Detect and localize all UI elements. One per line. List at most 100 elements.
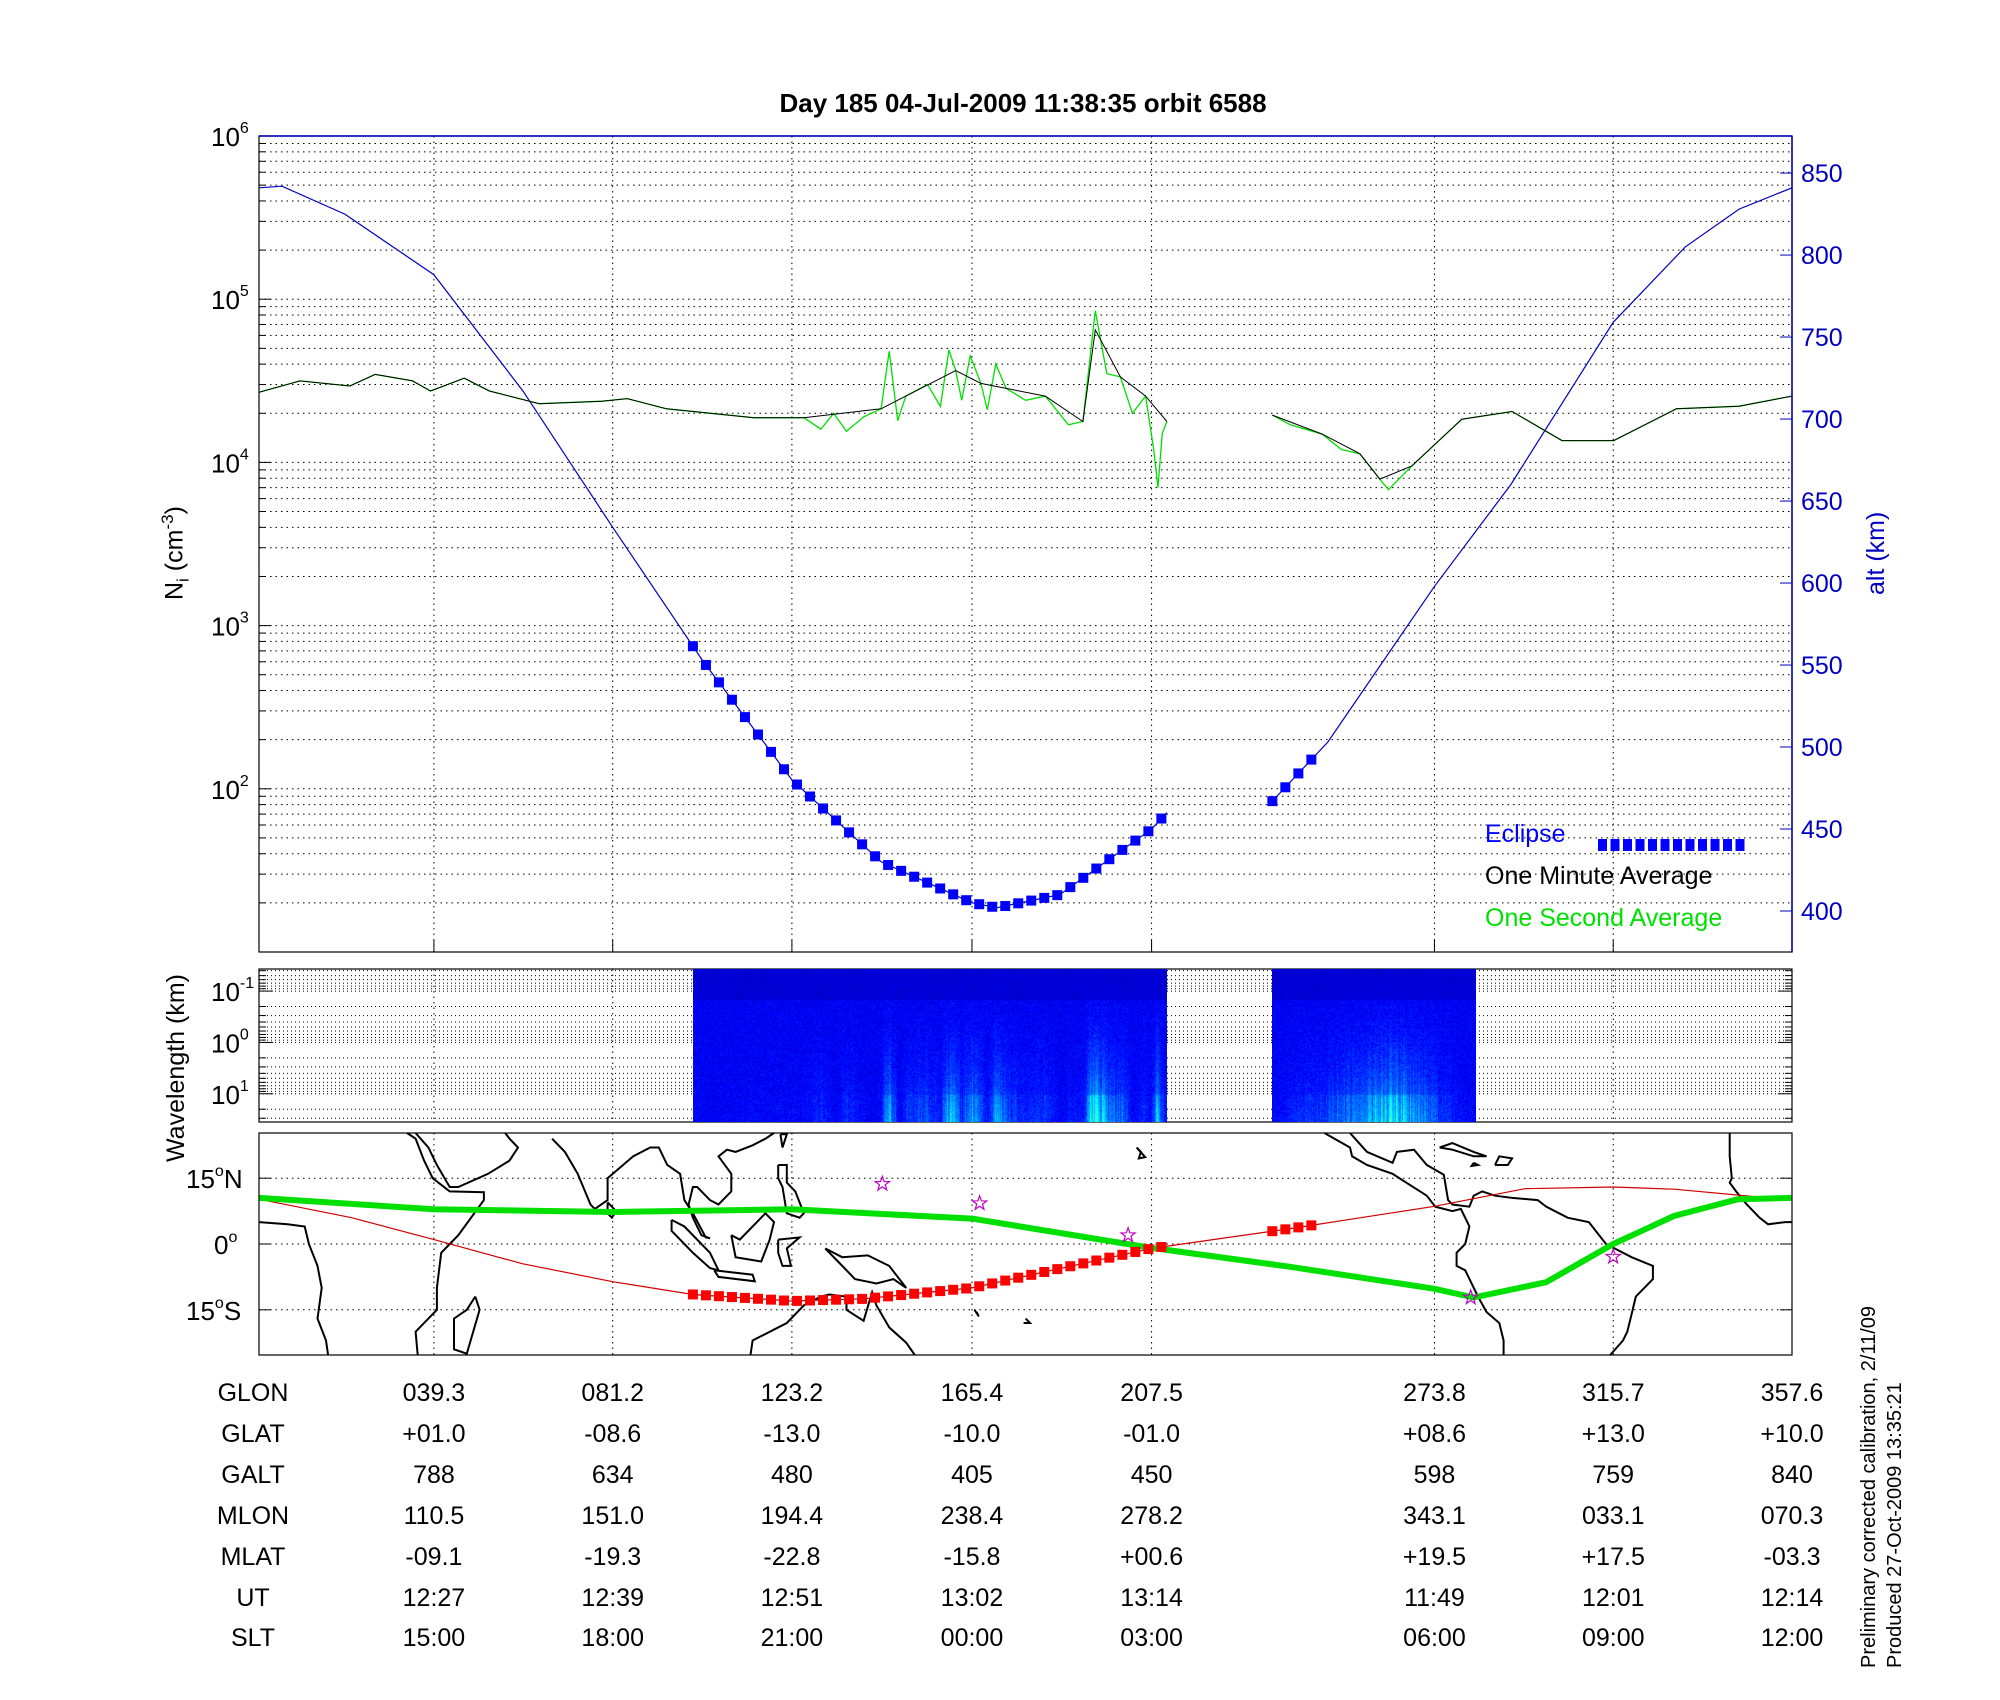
y2-tick-label: 800 [1801, 242, 1843, 270]
eclipse-marker [870, 851, 881, 862]
table-cell: +13.0 [1581, 1420, 1645, 1448]
eclipse-marker [1267, 796, 1278, 807]
chart-title: Day 185 04-Jul-2009 11:38:35 orbit 6588 [779, 88, 1267, 118]
green-track-line [258, 1194, 1793, 1301]
table-cell: +08.6 [1402, 1420, 1467, 1448]
star-icon [1461, 1288, 1480, 1306]
eclipse-marker [1039, 892, 1050, 903]
table-cell: 238.4 [940, 1502, 1004, 1530]
eclipse-marker [935, 883, 946, 894]
y-axis-label-wavelength: Wavelength (km) [162, 973, 190, 1162]
y2-tick-label: 750 [1801, 324, 1843, 352]
spectrogram-y-tick-label: 101 [211, 1078, 249, 1110]
eclipse-marker [818, 803, 829, 814]
eclipse-marker [752, 729, 763, 740]
table-row-label: MLAT [220, 1543, 286, 1571]
map-eclipse-marker [1293, 1222, 1304, 1233]
y2-axis-label-altitude: alt (km) [1862, 511, 1890, 595]
map-y-tick-label: 15oS [186, 1295, 241, 1326]
table-cell: 151.0 [581, 1502, 644, 1530]
y-tick-label: 105 [211, 283, 249, 315]
map-eclipse-marker [870, 1292, 881, 1303]
altitude-line [258, 185, 1793, 909]
eclipse-marker [1000, 901, 1011, 912]
coastline [973, 1309, 980, 1317]
table-cell: 039.3 [402, 1379, 466, 1407]
eclipse-marker [922, 877, 933, 888]
y-axis-label-density: Ni (cm-3) [158, 506, 193, 600]
table-row-label: GLON [217, 1379, 289, 1407]
map-y-tick-label: 15oN [186, 1163, 243, 1194]
table-row-label: SLT [231, 1624, 275, 1652]
coastline [1323, 1132, 1505, 1355]
eclipse-marker [896, 865, 907, 876]
table-cell: 13:14 [1120, 1584, 1183, 1612]
coastline [258, 1221, 330, 1356]
table-cell: -08.6 [584, 1420, 642, 1448]
one-minute-average-line [258, 328, 1793, 480]
legend-eclipse-label: Eclipse [1485, 820, 1566, 848]
eclipse-marker [1078, 872, 1089, 883]
legend-eclipse-marker [1698, 839, 1707, 851]
eclipse-marker [1156, 813, 1167, 824]
coastline [551, 1132, 775, 1240]
eclipse-marker [831, 815, 842, 826]
legend-eclipse-marker [1623, 839, 1632, 851]
coastline [713, 1269, 757, 1283]
coastline [1469, 1161, 1482, 1168]
map-eclipse-marker [792, 1295, 803, 1306]
table-cell: 207.5 [1120, 1379, 1183, 1407]
map-eclipse-marker [818, 1295, 829, 1306]
eclipse-marker [1091, 863, 1102, 874]
panel-map-frame [258, 1132, 1793, 1356]
coastline [1494, 1155, 1514, 1166]
table-cell: 405 [951, 1461, 993, 1489]
eclipse-marker [1013, 898, 1024, 909]
table-cell: 21:00 [760, 1624, 824, 1652]
eclipse-marker [1065, 882, 1076, 893]
table-cell: 759 [1592, 1461, 1635, 1489]
table-row-label: GLAT [221, 1420, 285, 1448]
map-eclipse-marker [1000, 1275, 1011, 1286]
table-cell: 081.2 [581, 1379, 644, 1407]
coastline [1023, 1317, 1033, 1324]
table-cell: -13.0 [763, 1420, 821, 1448]
coastline [777, 1164, 805, 1219]
y-tick-label: 104 [211, 446, 249, 478]
spectrogram-y-tick-label: 100 [211, 1026, 249, 1058]
spectrogram-y-tick-label: 10-1 [211, 975, 254, 1007]
coastline [730, 1211, 776, 1263]
legend-eclipse-marker [1710, 839, 1720, 851]
map-eclipse-marker [1306, 1220, 1317, 1231]
table-cell: -15.8 [943, 1543, 1001, 1571]
legend-eclipse-marker [1673, 839, 1682, 851]
eclipse-marker [1143, 826, 1154, 837]
eclipse-marker [1117, 844, 1128, 855]
table-cell: 278.2 [1120, 1502, 1183, 1530]
table-row-label: GALT [221, 1461, 285, 1489]
table-cell: -10.0 [943, 1420, 1001, 1448]
table-cell: 634 [591, 1461, 634, 1489]
table-cell: +01.0 [402, 1420, 466, 1448]
table-cell: 06:00 [1403, 1624, 1466, 1652]
table-cell: 788 [413, 1461, 455, 1489]
y2-tick-label: 850 [1801, 160, 1843, 188]
table-cell: +17.5 [1581, 1543, 1645, 1571]
coastline [824, 1247, 907, 1289]
legend-eclipse-marker [1648, 839, 1657, 851]
eclipse-marker [987, 901, 998, 912]
star-icon [1604, 1247, 1623, 1265]
map-eclipse-marker [857, 1293, 868, 1304]
table-cell: -22.8 [763, 1543, 821, 1571]
eclipse-marker [948, 889, 959, 900]
table-cell: 00:00 [940, 1624, 1004, 1652]
table-cell: 12:39 [581, 1584, 644, 1612]
map-eclipse-marker [1104, 1252, 1115, 1263]
eclipse-marker [909, 871, 920, 882]
y-tick-label: 106 [211, 120, 249, 152]
table-cell: 598 [1413, 1461, 1456, 1489]
map-eclipse-marker [1052, 1264, 1063, 1275]
map-eclipse-marker [974, 1281, 985, 1292]
eclipse-marker [765, 746, 776, 757]
